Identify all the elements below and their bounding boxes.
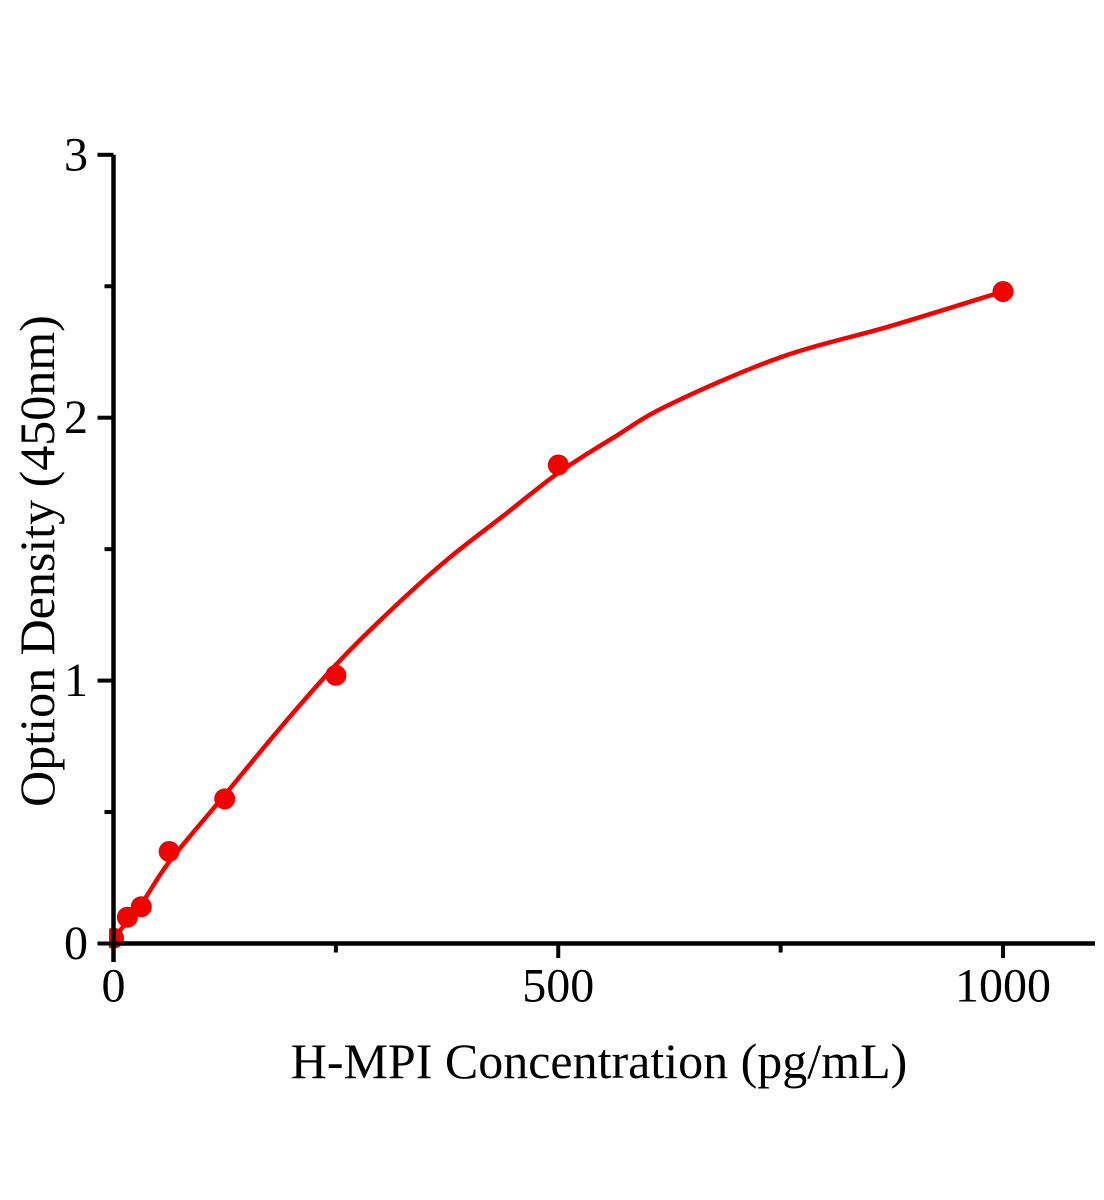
data-point: [214, 788, 236, 810]
data-point: [547, 454, 569, 476]
y-axis-label: Option Density (450nm): [9, 315, 65, 807]
axes-layer: [97, 152, 1095, 962]
tick-labels-layer: 0 1 2 3 0 500 1000: [64, 128, 1051, 1012]
x-tick-label: 500: [522, 960, 594, 1013]
fit-curve-line: [111, 289, 1006, 941]
data-point: [325, 664, 347, 686]
y-tick-label: 0: [64, 917, 88, 970]
y-tick-label: 2: [64, 391, 88, 444]
y-tick-label: 3: [64, 128, 88, 181]
data-point: [158, 841, 180, 862]
data-point: [130, 896, 152, 918]
x-tick-label: 0: [102, 960, 126, 1013]
data-layer: [109, 281, 1014, 949]
y-tick-label: 1: [64, 654, 88, 707]
data-point: [992, 281, 1014, 302]
x-tick-label: 1000: [955, 960, 1051, 1013]
x-axis-label: H-MPI Concentration (pg/mL): [291, 1033, 908, 1089]
